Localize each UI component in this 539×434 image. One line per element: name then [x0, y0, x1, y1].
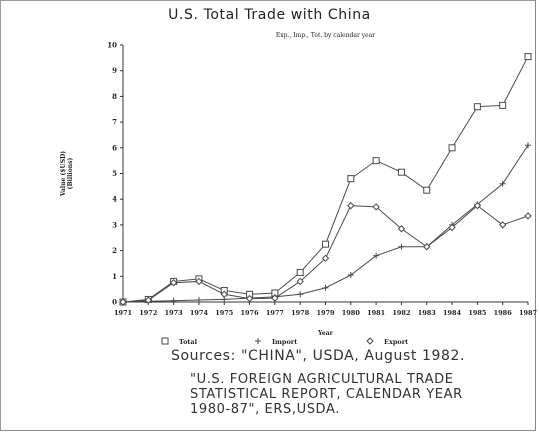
x-tick-label: 1976	[241, 309, 260, 317]
point-total	[322, 240, 329, 248]
x-tick-label: 1981	[367, 309, 385, 317]
point-import	[499, 180, 506, 187]
point-export	[296, 277, 304, 286]
y-tick-label: 2	[112, 246, 117, 255]
point-import	[322, 284, 329, 291]
y-tick-label: 3	[112, 220, 117, 229]
point-export	[271, 294, 279, 302]
y-tick-label: 4	[112, 195, 117, 204]
x-tick-label: 1985	[468, 309, 487, 317]
point-export	[347, 201, 355, 210]
y-tick-label: 6	[112, 143, 117, 152]
point-export	[144, 296, 153, 304]
x-tick-label: 1983	[418, 309, 437, 317]
point-export	[372, 203, 380, 211]
point-export	[169, 279, 178, 287]
x-tick-label: 1973	[165, 309, 184, 317]
x-tick-label: 1986	[494, 309, 513, 317]
point-total	[499, 101, 507, 109]
point-export	[473, 201, 482, 210]
point-import	[525, 142, 531, 149]
point-total	[347, 175, 355, 183]
legend-marker-total	[161, 337, 169, 345]
point-export	[119, 298, 127, 306]
point-import	[170, 297, 177, 304]
sources-detail: "U.S. FOREIGN AGRICULTURAL TRADE STATIST…	[190, 372, 463, 417]
y-axis-label: Value ($USD)	[60, 151, 67, 197]
y-tick-label: 9	[112, 66, 117, 75]
y-axis-label: (Billions)	[67, 158, 74, 190]
point-total	[296, 268, 304, 276]
legend-label-export: Export	[384, 338, 408, 346]
x-tick-label: 1972	[139, 309, 157, 317]
point-import	[195, 296, 202, 303]
y-tick-label: 1	[112, 272, 117, 281]
chart-subtitle: Exp., Imp., Tot. by calendar year	[276, 32, 375, 39]
chart-title: U.S. Total Trade with China	[168, 7, 371, 23]
x-tick-label: 1975	[215, 309, 234, 317]
point-total	[397, 168, 405, 176]
x-tick-label: 1984	[443, 309, 462, 317]
x-tick-label: 1979	[316, 309, 335, 317]
point-import	[347, 272, 354, 279]
y-tick-label: 8	[112, 92, 117, 101]
y-tick-label: 10	[107, 41, 117, 50]
x-tick-label: 1980	[342, 309, 361, 317]
point-export	[498, 221, 507, 229]
y-tick-label: 0	[112, 298, 117, 307]
legend-marker-export	[366, 337, 374, 345]
x-tick-label: 1987	[519, 309, 537, 317]
point-export	[524, 212, 532, 220]
point-total	[423, 186, 431, 194]
point-total	[448, 144, 456, 152]
point-total	[524, 53, 532, 61]
legend-marker-import	[255, 338, 261, 344]
point-export	[397, 225, 406, 233]
point-import	[398, 243, 405, 250]
point-export	[423, 243, 431, 251]
point-export	[321, 254, 330, 263]
sources-line: Sources: "CHINA", USDA, August 1982.	[171, 348, 466, 364]
legend-label-import: Import	[272, 338, 297, 346]
series-line-import	[122, 144, 529, 303]
x-axis-label: Year	[317, 330, 333, 337]
x-tick-label: 1971	[114, 309, 132, 317]
x-tick-label: 1974	[190, 309, 209, 317]
point-export	[220, 290, 228, 298]
point-import	[297, 291, 304, 298]
x-tick-label: 1977	[266, 309, 284, 317]
series-line-total	[122, 56, 529, 303]
point-export	[448, 223, 456, 232]
point-export	[195, 277, 203, 286]
point-export	[245, 294, 254, 303]
x-tick-label: 1978	[291, 309, 310, 317]
point-total	[372, 157, 380, 165]
point-total	[473, 103, 481, 111]
y-tick-label: 5	[112, 169, 117, 178]
y-tick-label: 7	[112, 118, 117, 127]
point-import	[373, 252, 380, 259]
x-tick-label: 1982	[392, 309, 410, 317]
legend-label-total: Total	[179, 338, 198, 346]
